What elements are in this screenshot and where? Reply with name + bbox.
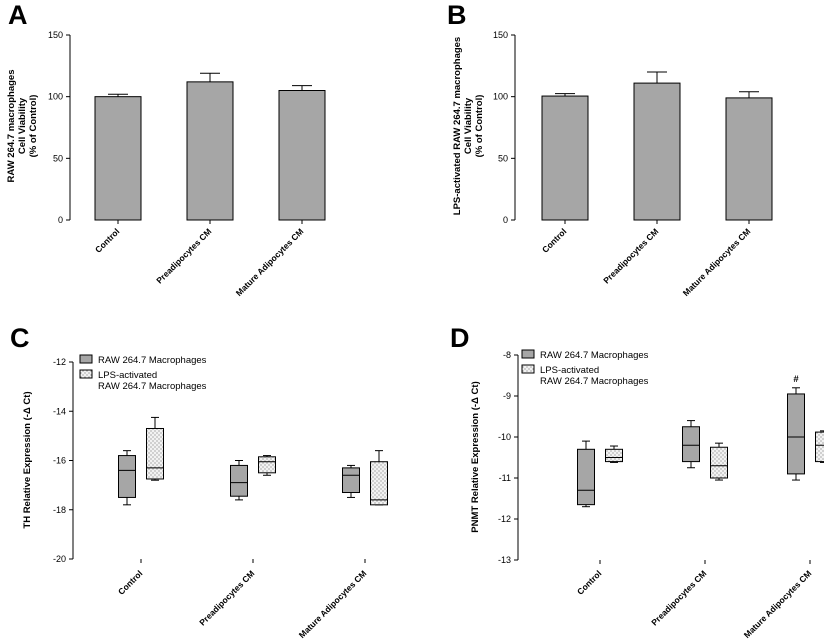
panel-d-category-label: Control [575, 568, 603, 596]
panel-d-category-label: Mature Adipocytes CM [742, 568, 814, 640]
panel-d-legend-swatch [521, 364, 535, 374]
panel-a-y-tick-label: 50 [53, 153, 63, 163]
panel-a-category-label: Mature Adipocytes CM [234, 226, 306, 298]
panel-c-y-tick-label: -14 [53, 406, 66, 416]
panel-d-legend-label: RAW 264.7 Macrophages [540, 350, 649, 361]
panel-c-legend-swatch [79, 369, 93, 379]
panel-d-annotation: # [793, 374, 799, 385]
panel-c-box [146, 427, 164, 480]
panel-c-box [258, 456, 276, 474]
panel-d-box [577, 448, 595, 506]
panel-a-category-label: Preadipocytes CM [154, 226, 213, 285]
panel-letter-c: C [10, 323, 30, 353]
panel-b-bar [541, 95, 589, 221]
panel-letter-a: A [8, 0, 28, 30]
panel-c-category-label: Mature Adipocytes CM [297, 568, 369, 640]
panel-d-y-tick-label: -9 [503, 391, 511, 401]
panel-c-category-label: Control [116, 568, 144, 596]
panel-c-y-tick-label: -12 [53, 357, 66, 367]
panel-c-category-label: Preadipocytes CM [197, 568, 256, 627]
panel-d-legend-swatch [521, 349, 535, 359]
chart-panel-a: 0 50 100 150 RAW 264.7 macrophagesCell Viabi… [6, 30, 326, 298]
chart-panel-b: 0 50 100 150 LPS-activated RAW 264.7 macroph… [452, 30, 773, 298]
panel-d-y-tick-label: -11 [499, 473, 511, 483]
panel-c-box [118, 455, 136, 498]
panel-b-category-label: Mature Adipocytes CM [681, 226, 753, 298]
panel-a-bar [186, 81, 234, 221]
panel-b-y-tick-label: 50 [498, 153, 508, 163]
panel-b-bar [633, 82, 681, 221]
panel-b-category-label: Control [540, 226, 568, 254]
panel-a-y-tick-label: 0 [58, 215, 63, 225]
panel-b-y-tick-label: 150 [493, 30, 508, 40]
panel-b-bar [725, 97, 773, 221]
panel-a-bar [278, 90, 326, 221]
panel-a-category-label: Control [93, 226, 121, 254]
panel-c-y-tick-label: -18 [53, 505, 66, 515]
panel-d-box [605, 448, 623, 463]
panel-c-y-axis-title: TH Relative Expression (-Δ Ct) [22, 391, 33, 528]
panel-d-y-axis-title: PNMT Relative Expression (-Δ Ct) [470, 381, 481, 532]
panel-d-box [815, 431, 824, 463]
panel-d-box [787, 393, 805, 475]
panel-c-box [342, 467, 360, 494]
panel-c-y-tick-label: -20 [53, 554, 66, 564]
panel-a-y-tick-label: 100 [48, 92, 63, 102]
panel-d-box [682, 426, 700, 463]
panel-a-y-tick-label: 150 [48, 30, 63, 40]
panel-b-y-tick-label: 100 [493, 92, 508, 102]
panel-a-bar [94, 96, 142, 221]
panel-c-legend-swatch [79, 354, 93, 364]
chart-panel-c: -20 -18 -16 -14 -12 TH Relative Expression (-… [22, 354, 388, 640]
panel-c-legend-label: RAW 264.7 Macrophages [98, 355, 207, 366]
panel-d-box [710, 446, 728, 479]
panel-c-box [370, 461, 388, 506]
panel-d-legend-label: LPS-activated RAW 264.7 Macrophages [540, 365, 649, 387]
panel-b-y-tick-label: 0 [503, 215, 508, 225]
panel-b-category-label: Preadipocytes CM [601, 226, 660, 285]
panel-d-category-label: Preadipocytes CM [649, 568, 708, 627]
panel-c-y-tick-label: -16 [53, 456, 66, 466]
chart-panel-d: -13 -12 -11 -10 -9 -8 PNMT Relative Expression… [470, 349, 824, 640]
panel-letter-d: D [450, 323, 470, 353]
panel-d-y-tick-label: -10 [498, 432, 511, 442]
panel-c-legend-label: LPS-activated RAW 264.7 Macrophages [98, 370, 207, 392]
panel-c-box [230, 464, 248, 497]
panel-b-y-axis-title: LPS-activated RAW 264.7 macrophagesCell … [452, 37, 485, 215]
panel-a-y-axis-title: RAW 264.7 macrophagesCell Viability(% of… [6, 70, 39, 183]
panel-d-y-tick-label: -8 [503, 350, 511, 360]
panel-d-y-tick-label: -12 [498, 514, 511, 524]
panel-d-y-tick-label: -13 [498, 555, 511, 565]
panel-letter-b: B [447, 0, 467, 30]
